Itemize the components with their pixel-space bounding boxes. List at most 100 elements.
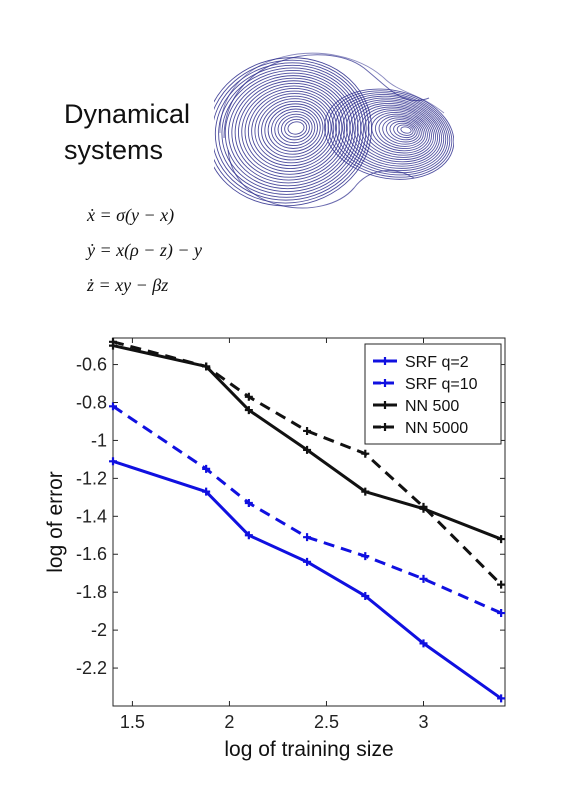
attractor-left-orbit	[228, 75, 354, 187]
data-point-srf-q-2	[303, 557, 312, 566]
attractor-left-orbit	[241, 85, 343, 175]
attractor-right-orbit	[324, 88, 454, 180]
x-tick-label: 3	[418, 712, 428, 732]
attractor-right-orbit	[327, 90, 453, 178]
equation-x: ẋ = σ(y − x)	[87, 205, 175, 225]
attractor-left-orbit	[261, 100, 327, 158]
attractor-left-orbit	[214, 64, 364, 198]
attractor-outer-arc	[223, 54, 430, 139]
attractor-left-orbit	[214, 57, 372, 207]
legend-label: NN 5000	[405, 420, 468, 437]
series-srf-q-2	[109, 457, 506, 703]
legend-marker	[381, 357, 389, 365]
attractor-right-orbit	[374, 113, 426, 149]
attractor-right-orbit	[378, 115, 424, 147]
attractor-right-orbit	[356, 104, 436, 161]
attractor-left-orbit	[218, 67, 362, 195]
lorenz-attractor-image	[214, 52, 454, 209]
attractor-left-orbit	[238, 82, 345, 178]
attractor-left-orbit	[284, 118, 308, 138]
attractor-left-orbit	[251, 93, 335, 167]
attractor-left-orbit	[214, 62, 367, 201]
data-point-srf-q-10	[419, 574, 428, 583]
attractor-left-orbit	[221, 70, 359, 192]
attractor-left-orbit	[274, 111, 316, 146]
data-point-srf-q-10	[202, 464, 211, 473]
attractor-right-orbit	[353, 103, 438, 163]
attractor-right-orbit	[400, 126, 412, 134]
series-nn-5000	[109, 337, 506, 589]
data-point-srf-q-10	[244, 499, 253, 508]
attractor-left-orbit	[224, 72, 356, 190]
attractor-left-orbit	[247, 90, 337, 170]
attractor-left-orbit	[234, 80, 348, 181]
attractor-left-orbit	[277, 113, 313, 144]
data-point-nn-5000	[109, 337, 117, 346]
attractor-right-orbit	[335, 94, 449, 174]
equation-z: ż = xy − βz	[87, 275, 169, 295]
data-point-nn-500	[361, 487, 370, 496]
data-point-nn-5000	[303, 426, 312, 435]
data-point-srf-q-10	[109, 402, 117, 411]
data-point-srf-q-2	[244, 531, 253, 540]
data-point-nn-5000	[244, 392, 253, 401]
series-srf-q-10	[109, 402, 506, 618]
x-tick-label: 1.5	[120, 712, 145, 732]
attractor-right-orbit	[349, 101, 441, 165]
attractor-left-orbit	[254, 95, 332, 164]
attractor-outer-arc	[219, 52, 445, 134]
attractor-outer-arc	[227, 149, 415, 209]
attractor-right-orbit	[342, 97, 445, 169]
y-tick-label: -0.6	[76, 355, 107, 375]
attractor-right-orbit	[389, 120, 418, 141]
data-point-nn-5000	[497, 580, 506, 589]
legend-marker	[381, 379, 389, 387]
title-line-2: systems	[64, 135, 164, 165]
attractor-right-orbit	[382, 117, 422, 145]
attractor-left-orbit	[280, 116, 310, 141]
title-line-1: Dynamical	[64, 99, 191, 129]
attractor-right-orbit	[338, 95, 447, 172]
attractor-right-orbit	[371, 111, 428, 152]
data-point-nn-5000	[202, 362, 211, 371]
attractor-right-orbit	[360, 106, 434, 158]
data-point-srf-q-2	[497, 694, 506, 703]
attractor-right-orbit	[331, 92, 451, 176]
lorenz-equations: ẋ = σ(y − x) ẏ = x(ρ − z) − y ż = xy − β…	[87, 198, 202, 303]
attractor-right-orbit	[396, 124, 414, 136]
data-point-nn-5000	[419, 502, 428, 511]
y-tick-label: -1.2	[76, 468, 107, 488]
attractor-right-orbit	[364, 108, 432, 156]
y-tick-label: -1	[91, 430, 107, 450]
equation-y: ẏ = x(ρ − z) − y	[87, 240, 203, 260]
y-tick-label: -0.8	[76, 392, 107, 412]
legend-label: SRF q=10	[405, 376, 478, 393]
data-point-nn-500	[497, 535, 506, 544]
attractor-right-orbit	[385, 119, 420, 143]
attractor-left-orbit	[264, 103, 324, 155]
x-tick-label: 2	[224, 712, 234, 732]
data-point-srf-q-2	[419, 639, 428, 648]
y-tick-label: -1.6	[76, 544, 107, 564]
y-tick-label: -1.8	[76, 582, 107, 602]
y-tick-label: -2.2	[76, 658, 107, 678]
data-point-nn-5000	[361, 449, 370, 458]
section-title: Dynamical systems	[64, 96, 190, 168]
x-axis-label: log of training size	[224, 738, 393, 761]
attractor-left-orbit	[267, 106, 321, 152]
data-point-nn-500	[244, 406, 253, 415]
data-point-srf-q-2	[109, 457, 117, 466]
attractor-left-orbit	[287, 121, 305, 135]
data-point-srf-q-2	[202, 487, 211, 496]
y-axis-label: log of error	[44, 471, 67, 573]
legend-marker	[381, 401, 389, 409]
legend-marker	[381, 423, 389, 431]
attractor-left-orbit	[271, 108, 318, 149]
y-tick-label: -2	[91, 620, 107, 640]
data-point-nn-500	[303, 445, 312, 454]
attractor-right-orbit	[393, 122, 416, 139]
legend: SRF q=2 SRF q=10 NN 500 NN 5000	[364, 343, 502, 445]
legend-label: SRF q=2	[405, 354, 469, 371]
attractor-right-orbit	[367, 110, 430, 154]
